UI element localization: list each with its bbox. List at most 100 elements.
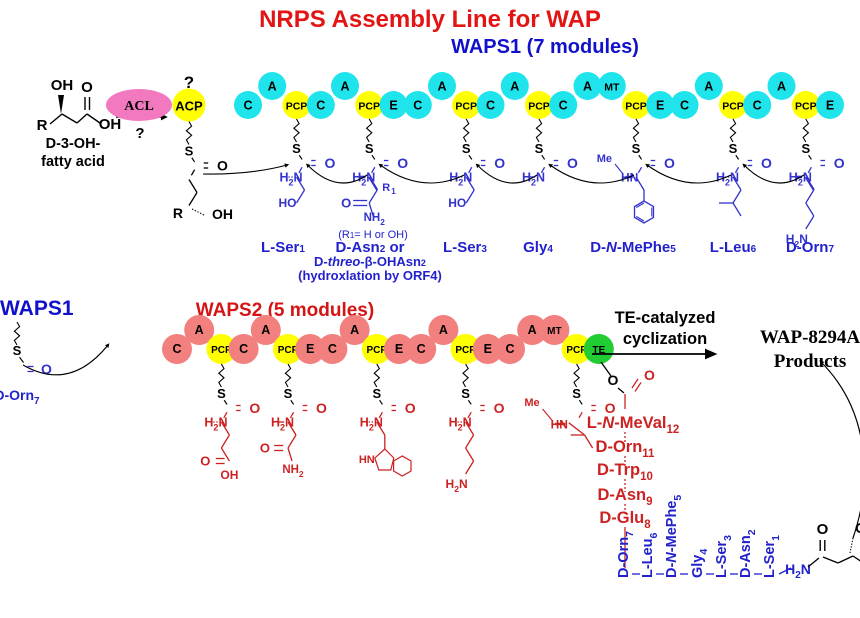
svg-text:?: ? xyxy=(184,73,194,92)
svg-text:C: C xyxy=(559,99,568,113)
svg-text:O: O xyxy=(494,155,505,171)
svg-text:D-Orn7: D-Orn7 xyxy=(0,387,40,407)
svg-text:E: E xyxy=(395,342,403,356)
svg-text:O: O xyxy=(405,400,416,416)
svg-text:S: S xyxy=(462,141,471,156)
svg-text:S: S xyxy=(535,141,544,156)
svg-text:PCP: PCP xyxy=(528,101,550,113)
svg-text:L-N-MeVal12: L-N-MeVal12 xyxy=(587,414,680,436)
svg-text:A: A xyxy=(195,323,204,337)
svg-text:A: A xyxy=(777,80,786,94)
svg-text:E: E xyxy=(306,342,314,356)
svg-text:MT: MT xyxy=(604,82,620,94)
svg-text:O: O xyxy=(325,155,336,171)
svg-text:O: O xyxy=(834,155,845,171)
svg-text:H2N: H2N xyxy=(449,416,472,433)
svg-text:S: S xyxy=(632,141,641,156)
svg-text:E: E xyxy=(656,99,664,113)
svg-text:H2N: H2N xyxy=(204,416,227,433)
svg-text:H2N: H2N xyxy=(522,171,545,188)
svg-text:PCP: PCP xyxy=(358,101,380,113)
svg-text:HO: HO xyxy=(448,196,466,210)
svg-text:A: A xyxy=(583,80,592,94)
svg-text:C: C xyxy=(486,99,495,113)
svg-text:HO: HO xyxy=(279,196,297,210)
svg-text:S: S xyxy=(217,386,226,401)
svg-text:R: R xyxy=(382,182,390,194)
svg-text:A: A xyxy=(510,80,519,94)
svg-text:E: E xyxy=(484,342,492,356)
svg-text:OH: OH xyxy=(212,206,233,222)
svg-text:O: O xyxy=(260,441,270,456)
svg-text:O: O xyxy=(217,158,228,174)
svg-text:O: O xyxy=(608,372,619,388)
svg-text:O: O xyxy=(316,400,327,416)
svg-text:PCP: PCP xyxy=(455,101,477,113)
svg-text:PCP: PCP xyxy=(795,101,817,113)
svg-text:PCP: PCP xyxy=(625,101,647,113)
svg-text:H2N: H2N xyxy=(786,232,808,249)
svg-text:C: C xyxy=(680,99,689,113)
svg-text:C: C xyxy=(417,342,426,356)
svg-text:S: S xyxy=(365,141,374,156)
svg-text:O: O xyxy=(644,367,655,383)
svg-text:O: O xyxy=(761,155,772,171)
svg-text:O: O xyxy=(397,155,408,171)
svg-text:O: O xyxy=(200,454,210,469)
svg-text:C: C xyxy=(413,99,422,113)
svg-text:D-Orn7: D-Orn7 xyxy=(616,531,636,578)
svg-text:O: O xyxy=(567,155,578,171)
svg-text:A: A xyxy=(261,323,270,337)
svg-text:C: C xyxy=(316,99,325,113)
svg-text:S: S xyxy=(801,141,810,156)
svg-text:ACL: ACL xyxy=(124,99,154,114)
svg-text:C: C xyxy=(172,342,181,356)
svg-text:O: O xyxy=(664,155,675,171)
svg-text:S: S xyxy=(461,386,470,401)
svg-text:S: S xyxy=(372,386,381,401)
svg-text:O: O xyxy=(817,521,829,538)
svg-text:OH: OH xyxy=(220,468,238,482)
svg-text:A: A xyxy=(439,323,448,337)
svg-text:H2N: H2N xyxy=(446,477,468,494)
svg-text:O: O xyxy=(494,400,505,416)
svg-text:A: A xyxy=(340,80,349,94)
svg-text:NH2: NH2 xyxy=(282,464,304,479)
svg-text:H2N: H2N xyxy=(352,171,375,188)
svg-text:O: O xyxy=(605,400,616,416)
svg-text:A: A xyxy=(704,80,713,94)
svg-text:MT: MT xyxy=(547,326,561,337)
svg-text:S: S xyxy=(292,141,301,156)
svg-text:R: R xyxy=(37,117,48,134)
svg-text:R: R xyxy=(173,205,183,221)
svg-text:PCP: PCP xyxy=(722,101,744,113)
svg-text:D-3-OH-: D-3-OH- xyxy=(46,136,101,152)
svg-text:H2N: H2N xyxy=(271,416,294,433)
svg-text:H2N: H2N xyxy=(360,416,383,433)
svg-text:O: O xyxy=(81,79,93,96)
svg-text:D-N-MePhe5: D-N-MePhe5 xyxy=(664,495,684,578)
svg-text:C: C xyxy=(239,342,248,356)
svg-text:HN: HN xyxy=(359,454,375,466)
svg-text:1: 1 xyxy=(391,187,396,196)
svg-text:A: A xyxy=(437,80,446,94)
svg-text:L-Ser1: L-Ser1 xyxy=(762,535,782,578)
svg-text:NH2: NH2 xyxy=(364,212,386,227)
svg-text:OH: OH xyxy=(51,77,74,94)
svg-text:fatty acid: fatty acid xyxy=(41,154,105,170)
svg-text:D-Asn2: D-Asn2 xyxy=(738,529,758,578)
svg-text:OH: OH xyxy=(99,116,122,133)
svg-text:HN: HN xyxy=(551,418,568,432)
svg-text:H2N: H2N xyxy=(280,171,303,188)
svg-text:Me: Me xyxy=(524,397,539,409)
svg-text:C: C xyxy=(328,342,337,356)
svg-text:A: A xyxy=(528,323,537,337)
svg-text:S: S xyxy=(284,386,293,401)
svg-text:ACP: ACP xyxy=(175,99,203,114)
svg-text:?: ? xyxy=(135,125,144,142)
svg-text:O: O xyxy=(249,400,260,416)
svg-text:H2N: H2N xyxy=(785,561,811,581)
svg-text:S: S xyxy=(13,343,22,358)
svg-text:A: A xyxy=(268,80,277,94)
svg-text:L-Ser3: L-Ser3 xyxy=(714,535,734,578)
